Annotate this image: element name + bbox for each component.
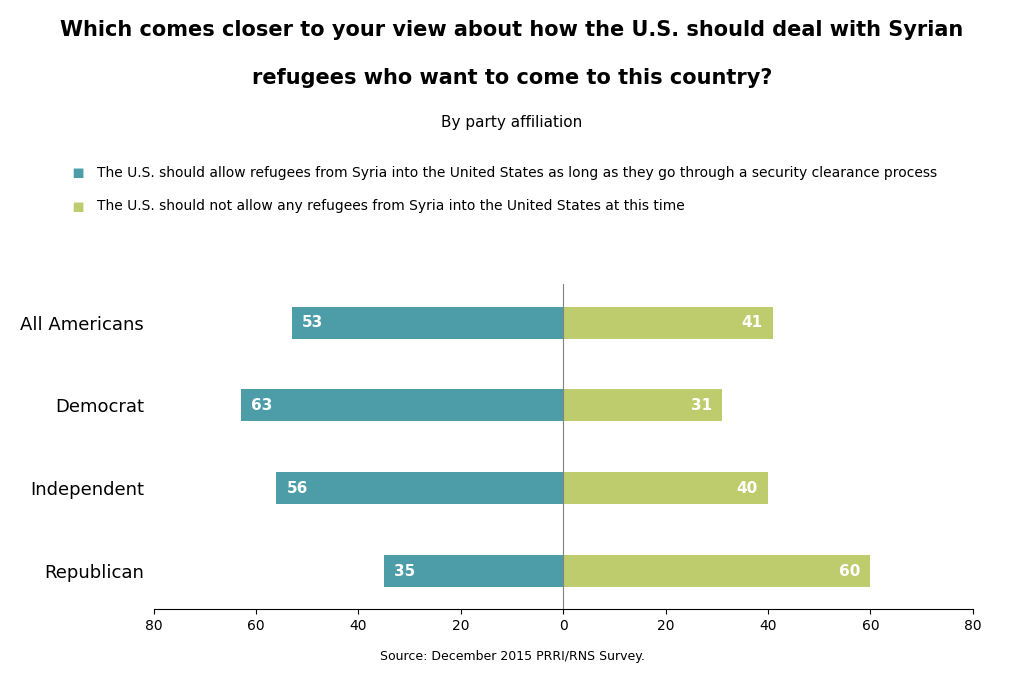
Text: The U.S. should not allow any refugees from Syria into the United States at this: The U.S. should not allow any refugees f… bbox=[97, 200, 685, 213]
Bar bbox=[241, 389, 563, 421]
Text: By party affiliation: By party affiliation bbox=[441, 115, 583, 130]
Text: ▪: ▪ bbox=[72, 163, 85, 182]
Bar bbox=[563, 389, 722, 421]
Text: 31: 31 bbox=[690, 398, 712, 413]
Text: Source: December 2015 PRRI/RNS Survey.: Source: December 2015 PRRI/RNS Survey. bbox=[380, 651, 644, 663]
Text: 41: 41 bbox=[741, 315, 763, 330]
Text: The U.S. should allow refugees from Syria into the United States as long as they: The U.S. should allow refugees from Syri… bbox=[97, 166, 937, 179]
Text: 53: 53 bbox=[302, 315, 324, 330]
Bar bbox=[563, 307, 773, 338]
Text: 35: 35 bbox=[394, 563, 416, 579]
Text: Which comes closer to your view about how the U.S. should deal with Syrian: Which comes closer to your view about ho… bbox=[60, 20, 964, 41]
Text: 40: 40 bbox=[736, 481, 758, 496]
Bar bbox=[292, 307, 563, 338]
Bar bbox=[563, 473, 768, 504]
Text: 63: 63 bbox=[251, 398, 272, 413]
Bar bbox=[563, 555, 870, 587]
Text: 60: 60 bbox=[839, 563, 860, 579]
Text: refugees who want to come to this country?: refugees who want to come to this countr… bbox=[252, 68, 772, 88]
Bar bbox=[276, 473, 563, 504]
Text: 56: 56 bbox=[287, 481, 308, 496]
Bar bbox=[384, 555, 563, 587]
Text: ▪: ▪ bbox=[72, 197, 85, 216]
